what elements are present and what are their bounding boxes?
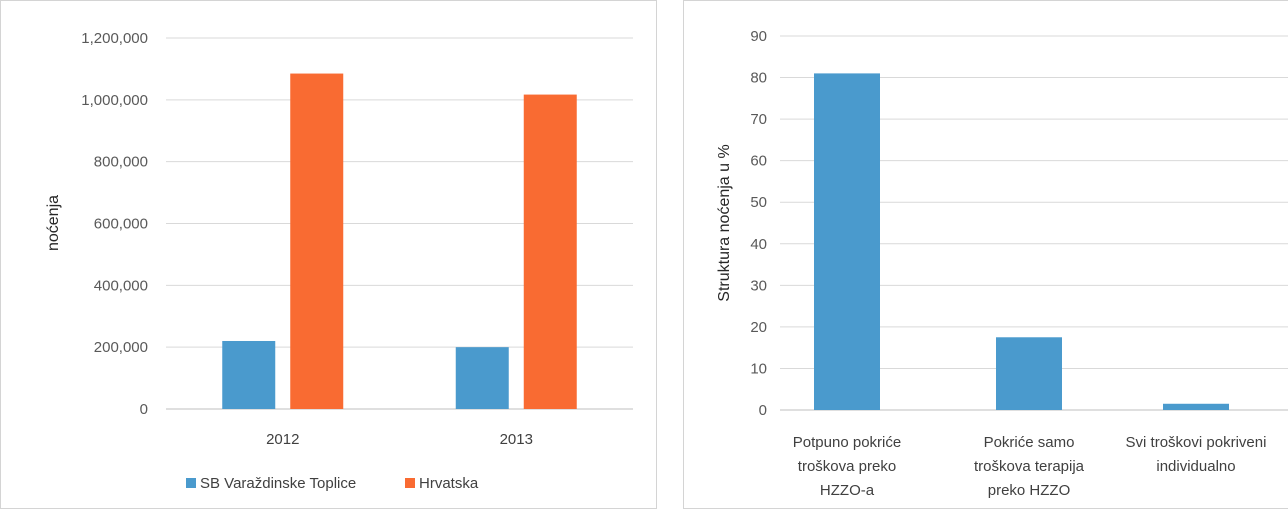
x-tick-label: Svi troškovi pokriveni xyxy=(1126,434,1267,451)
bar-category-3 xyxy=(1163,403,1229,410)
chart-panel-right: 0 10 20 30 40 50 60 70 80 90 Potpuno pokriće troško… xyxy=(683,0,1288,509)
x-tick-label: troškova terapija xyxy=(974,458,1085,475)
y-tick-label: 800,000 xyxy=(94,154,148,171)
y-tick-label: 200,000 xyxy=(94,339,148,356)
y-tick-label: 10 xyxy=(750,360,767,377)
chart-panel-left: 0 200,000 400,000 600,000 800,000 1,000,000 1,… xyxy=(0,0,657,509)
y-axis-title: Struktura noćenja u % xyxy=(716,144,733,301)
x-tick-label: 2013 xyxy=(500,431,533,448)
x-tick-label: 2012 xyxy=(266,431,299,448)
y-tick-label: 70 xyxy=(750,111,767,128)
y-tick-label: 20 xyxy=(750,319,767,336)
legend-swatch xyxy=(405,478,415,488)
x-tick-label: HZZO-a xyxy=(820,482,875,499)
bar-hrvatska-2012 xyxy=(290,73,344,409)
bar-category-2 xyxy=(996,337,1062,410)
y-tick-label: 1,000,000 xyxy=(81,92,148,109)
bar-category-1 xyxy=(814,73,880,411)
y-tick-label: 60 xyxy=(750,153,767,170)
y-tick-label: 600,000 xyxy=(94,216,148,233)
bar-chart-nocenja: 0 200,000 400,000 600,000 800,000 1,000,000 1,… xyxy=(45,30,633,492)
y-tick-label: 50 xyxy=(750,194,767,211)
x-tick-label: preko HZZO xyxy=(988,482,1071,499)
y-tick-label: 1,200,000 xyxy=(81,30,148,47)
y-tick-label: 30 xyxy=(750,277,767,294)
bar-sb-varazdinske-toplice-2012 xyxy=(222,340,276,409)
y-tick-label: 400,000 xyxy=(94,277,148,294)
legend-label: Hrvatska xyxy=(419,475,479,492)
x-tick-label: Pokriće samo xyxy=(984,434,1075,451)
bar-chart-struktura: 0 10 20 30 40 50 60 70 80 90 Potpuno pokriće troško… xyxy=(716,28,1288,499)
y-tick-label: 90 xyxy=(750,28,767,45)
legend-swatch xyxy=(186,478,196,488)
y-tick-label: 80 xyxy=(750,70,767,87)
y-tick-label: 0 xyxy=(140,401,148,418)
bar-hrvatska-2013 xyxy=(523,94,577,409)
x-tick-label: troškova preko xyxy=(798,458,896,475)
y-axis-title: noćenja xyxy=(45,195,62,251)
bar-sb-varazdinske-toplice-2013 xyxy=(455,347,509,409)
y-tick-label: 0 xyxy=(759,402,767,419)
legend-label: SB Varaždinske Toplice xyxy=(200,475,356,492)
x-tick-label: Potpuno pokriće xyxy=(793,434,901,451)
y-tick-label: 40 xyxy=(750,236,767,253)
x-tick-label: individualno xyxy=(1156,458,1235,475)
